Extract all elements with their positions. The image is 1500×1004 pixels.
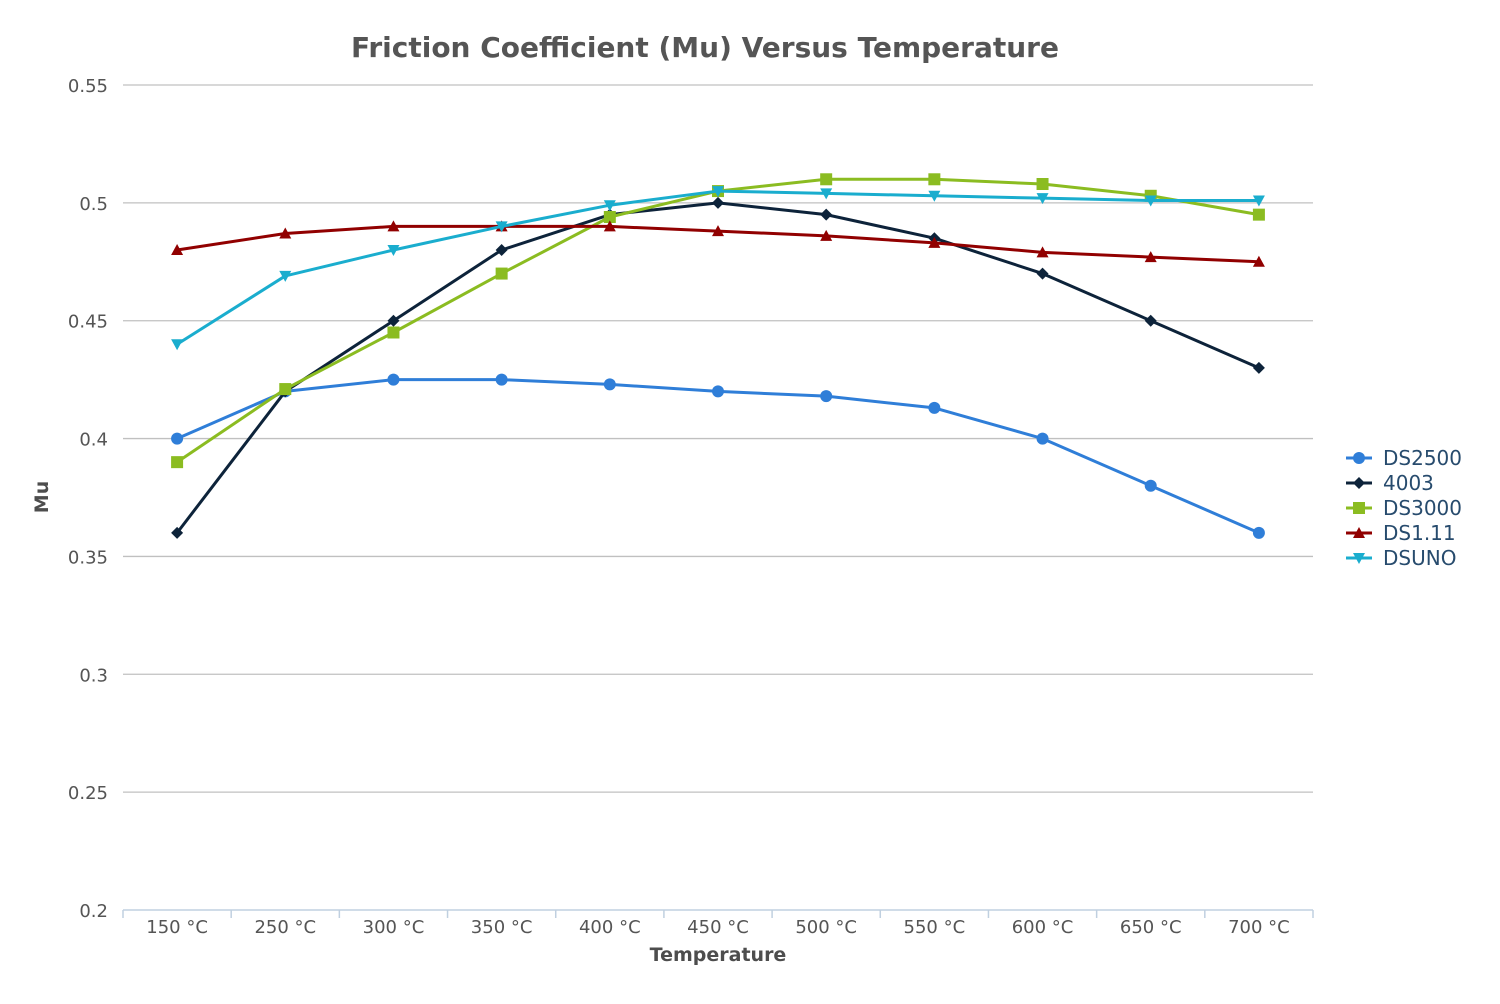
marker-circle (928, 401, 941, 414)
y-tick-label: 0.25 (68, 783, 108, 804)
marker-circle (1144, 479, 1157, 492)
marker-square (928, 173, 941, 186)
marker-triangle-down (1036, 193, 1049, 205)
x-tick-label: 550 °C (904, 917, 966, 938)
marker-diamond (171, 526, 184, 539)
marker-square (1036, 178, 1049, 190)
y-tick-label: 0.35 (68, 547, 108, 568)
marker-triangle-down (279, 270, 292, 282)
x-axis: 150 °C 250 °C 300 °C 350 °C 400 °C 450 °C 500 … (122, 909, 1314, 938)
x-tick-label: 450 °C (687, 917, 749, 938)
marker-triangle (712, 225, 724, 237)
marker-circle (1353, 452, 1365, 464)
y-axis-title: Mu (31, 481, 53, 513)
marker-triangle-down (603, 200, 616, 212)
marker-square (495, 267, 508, 280)
y-tick-label: 0.3 (79, 665, 108, 686)
marker-circle (712, 385, 724, 398)
marker-circle (495, 373, 508, 386)
y-tick-label: 0.45 (68, 312, 108, 333)
legend-label: DS1.11 (1383, 521, 1456, 545)
marker-triangle-down (928, 190, 941, 202)
marker-square (1353, 502, 1365, 514)
x-tick-label: 350 °C (471, 917, 533, 938)
marker-triangle (1036, 246, 1049, 258)
marker-triangle (171, 244, 184, 255)
y-tick-label: 0.4 (79, 430, 108, 451)
marker-triangle (603, 220, 616, 232)
marker-diamond (1144, 314, 1157, 327)
marker-circle (603, 378, 616, 391)
marker-diamond (387, 314, 400, 327)
marker-triangle-down (387, 245, 400, 256)
y-tick-label: 0.55 (68, 76, 108, 97)
x-tick-label: 600 °C (1012, 917, 1074, 938)
marker-triangle-down (712, 186, 724, 198)
marker-triangle-down (1353, 553, 1365, 564)
marker-triangle-down (1144, 195, 1157, 207)
x-axis-title: Temperature (650, 944, 787, 966)
series-ds1-11 (171, 220, 1265, 267)
x-tick-label: 400 °C (579, 917, 641, 938)
marker-diamond (712, 196, 724, 209)
marker-triangle (1252, 255, 1265, 267)
y-tick-label: 0.2 (79, 901, 108, 922)
marker-diamond (820, 208, 833, 221)
legend-label: DS2500 (1383, 446, 1462, 470)
x-tick-label: 150 °C (146, 917, 208, 938)
marker-square (171, 456, 184, 469)
marker-triangle-down (1252, 195, 1265, 207)
y-tick-label: 0.5 (79, 194, 108, 215)
y-axis: 0.2 0.25 0.3 0.35 0.4 0.45 0.5 0.55 (68, 76, 108, 922)
x-tick-label: 300 °C (363, 917, 425, 938)
marker-triangle (1353, 527, 1365, 538)
marker-circle (820, 390, 833, 403)
x-tick-label: 650 °C (1120, 917, 1182, 938)
marker-triangle-down (171, 339, 184, 351)
marker-triangle-down (495, 221, 508, 233)
legend-item[interactable]: DS2500 (1346, 446, 1462, 470)
marker-square (603, 211, 616, 223)
series-line (176, 378, 1260, 535)
legend-label: 4003 (1383, 471, 1434, 495)
x-tick-label: 500 °C (795, 917, 857, 938)
series-dsuno (171, 186, 1265, 351)
marker-triangle (279, 227, 292, 239)
marker-diamond (1353, 477, 1365, 489)
legend-item[interactable]: DSUNO (1346, 546, 1456, 570)
marker-triangle-down (820, 188, 833, 200)
legend-label: DS3000 (1383, 496, 1462, 520)
x-tick-label: 250 °C (254, 917, 316, 938)
marker-circle (171, 432, 184, 445)
marker-diamond (1036, 267, 1049, 280)
marker-diamond (495, 244, 508, 256)
marker-triangle (387, 220, 400, 232)
marker-circle (1252, 526, 1265, 539)
x-tick-label: 700 °C (1228, 917, 1290, 938)
legend-item[interactable]: 4003 (1346, 471, 1434, 495)
marker-triangle (820, 229, 833, 241)
marker-square (1252, 208, 1265, 221)
legend-item[interactable]: DS1.11 (1346, 521, 1456, 545)
marker-diamond (1252, 361, 1265, 374)
marker-circle (387, 373, 400, 386)
series-4003 (171, 196, 1265, 539)
legend-item[interactable]: DS3000 (1346, 496, 1462, 520)
marker-triangle (928, 236, 941, 248)
marker-square (279, 383, 292, 396)
chart-title: Friction Coefficient (Mu) Versus Tempera… (351, 31, 1059, 64)
marker-circle (1036, 432, 1049, 445)
legend-label: DSUNO (1383, 546, 1456, 570)
marker-square (820, 173, 833, 186)
series-ds2500 (171, 373, 1265, 539)
marker-square (387, 326, 400, 339)
series-line (175, 201, 1260, 534)
marker-triangle (1144, 251, 1157, 263)
series-group (171, 173, 1265, 539)
